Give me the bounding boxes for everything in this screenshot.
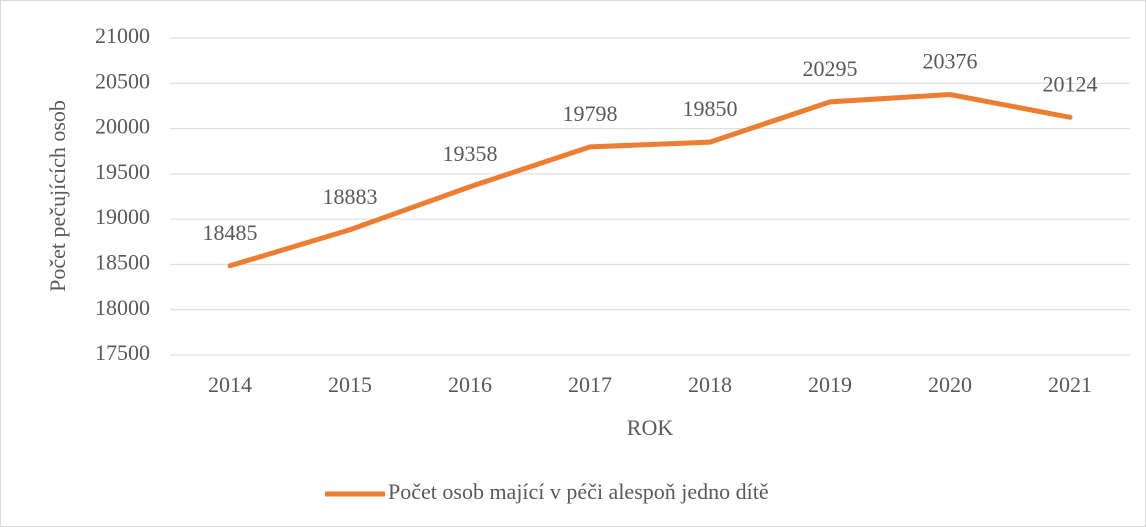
- y-tick-label: 18500: [95, 249, 150, 274]
- data-label: 20295: [803, 56, 858, 81]
- data-label: 20124: [1043, 71, 1098, 96]
- x-tick-label: 2014: [208, 372, 252, 397]
- legend-label: Počet osob mající v péči alespoň jedno d…: [388, 479, 769, 504]
- y-tick-label: 19000: [95, 204, 150, 229]
- y-tick-label: 20500: [95, 68, 150, 93]
- x-tick-label: 2019: [808, 372, 852, 397]
- x-tick-label: 2015: [328, 372, 372, 397]
- data-line: [227, 92, 1073, 269]
- x-axis-label: ROK: [627, 415, 674, 440]
- y-tick-label: 19500: [95, 159, 150, 184]
- data-label: 18485: [203, 220, 258, 245]
- y-axis-label: Počet pečujících osob: [45, 100, 70, 292]
- x-tick-label: 2018: [688, 372, 732, 397]
- x-tick-label: 2020: [928, 372, 972, 397]
- y-tick-label: 17500: [95, 340, 150, 365]
- x-tick-label: 2016: [448, 372, 492, 397]
- x-tick-label: 2017: [568, 372, 612, 397]
- y-tick-label: 21000: [95, 23, 150, 48]
- y-tick-label: 18000: [95, 295, 150, 320]
- data-label: 18883: [323, 184, 378, 209]
- data-label: 20376: [923, 49, 978, 74]
- data-label: 19850: [683, 96, 738, 121]
- y-tick-label: 20000: [95, 114, 150, 139]
- data-label: 19358: [443, 141, 498, 166]
- data-label: 19798: [563, 101, 618, 126]
- x-tick-label: 2021: [1048, 372, 1092, 397]
